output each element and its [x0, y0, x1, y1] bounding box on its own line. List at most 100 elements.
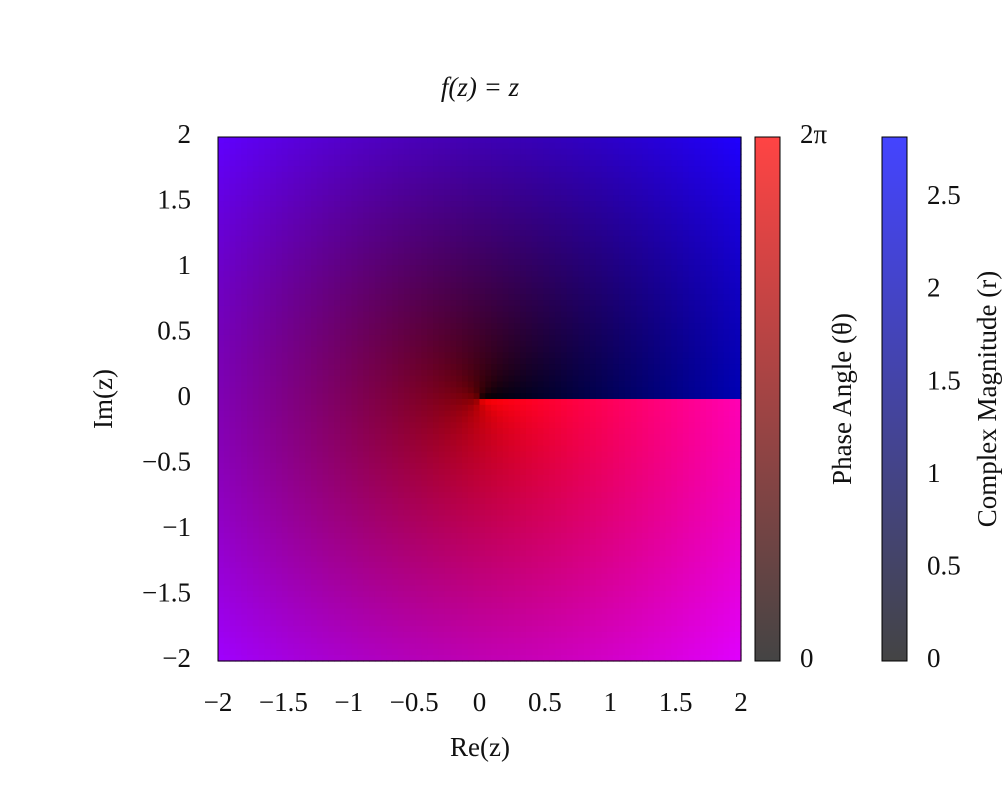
pixel: [340, 439, 347, 447]
pixel: [299, 212, 306, 220]
pixel: [421, 381, 428, 388]
pixel: [671, 230, 678, 237]
pixel: [386, 265, 393, 272]
pixel: [351, 265, 359, 272]
pixel: [665, 276, 672, 284]
pixel: [566, 410, 574, 418]
pixel: [398, 399, 405, 406]
pixel: [613, 265, 620, 272]
pixel: [653, 340, 661, 348]
pixel: [491, 410, 498, 418]
pixel: [729, 241, 736, 249]
pixel: [694, 160, 701, 167]
pixel: [555, 340, 562, 348]
pixel: [572, 171, 579, 179]
pixel: [694, 171, 701, 179]
pixel: [305, 265, 312, 272]
pixel: [706, 253, 713, 260]
pixel: [427, 171, 434, 179]
pixel: [357, 270, 364, 278]
pixel: [281, 340, 289, 348]
pixel: [520, 171, 527, 179]
pixel: [665, 305, 672, 313]
pixel: [543, 230, 550, 237]
pixel: [700, 247, 707, 255]
pixel: [572, 206, 579, 214]
pixel: [502, 305, 510, 313]
pixel: [648, 265, 655, 272]
pixel: [328, 230, 335, 237]
pixel: [276, 137, 283, 144]
pixel: [276, 154, 283, 161]
pixel: [671, 305, 678, 313]
pixel: [310, 247, 318, 255]
pixel: [648, 317, 655, 324]
pixel: [462, 201, 469, 208]
pixel: [584, 381, 591, 388]
pixel: [717, 177, 725, 185]
pixel: [444, 399, 452, 406]
pixel: [549, 329, 556, 336]
pixel: [438, 276, 446, 284]
pixel: [682, 270, 690, 278]
pixel: [502, 166, 510, 173]
pixel: [607, 358, 614, 365]
pixel: [531, 311, 539, 319]
pixel: [502, 387, 510, 394]
pixel: [264, 399, 271, 406]
pixel: [270, 358, 277, 365]
pixel: [357, 387, 364, 394]
pixel: [363, 148, 370, 156]
pixel: [578, 253, 585, 260]
pixel: [438, 253, 446, 260]
pixel: [369, 387, 376, 394]
pixel: [624, 352, 632, 359]
pixel: [223, 445, 231, 452]
pixel: [258, 317, 266, 324]
pixel: [636, 433, 643, 441]
pixel: [711, 451, 719, 458]
pixel: [427, 177, 434, 185]
pixel: [386, 148, 393, 156]
pixel: [677, 451, 684, 458]
pixel: [409, 340, 417, 348]
pixel: [525, 160, 533, 167]
pixel: [369, 282, 376, 289]
pixel: [682, 247, 690, 255]
pixel: [328, 369, 335, 377]
pixel: [403, 154, 411, 161]
pixel: [479, 375, 486, 383]
pixel: [287, 422, 295, 429]
pixel: [624, 166, 632, 173]
pixel: [607, 433, 614, 441]
pixel: [555, 416, 562, 423]
pixel: [642, 375, 649, 383]
pixel: [514, 393, 521, 400]
pixel: [706, 451, 713, 458]
pixel: [479, 183, 486, 190]
pixel: [491, 451, 498, 458]
pixel: [403, 224, 411, 231]
pixel: [345, 428, 353, 435]
pixel: [293, 317, 300, 324]
pixel: [624, 259, 632, 266]
pixel: [566, 183, 574, 190]
pixel: [462, 241, 469, 249]
pixel: [473, 323, 481, 330]
pixel: [374, 218, 382, 225]
pixel: [287, 340, 295, 348]
pixel: [310, 270, 318, 278]
pixel: [467, 416, 475, 423]
pixel: [427, 253, 434, 260]
pixel: [682, 445, 690, 452]
pixel: [345, 300, 353, 307]
pixel: [694, 288, 701, 295]
pixel: [345, 241, 353, 249]
pixel: [479, 247, 486, 255]
pixel: [444, 352, 452, 359]
pixel: [491, 399, 498, 406]
pixel: [549, 445, 556, 452]
pixel: [601, 381, 608, 388]
pixel: [369, 457, 376, 464]
pixel: [305, 433, 312, 441]
